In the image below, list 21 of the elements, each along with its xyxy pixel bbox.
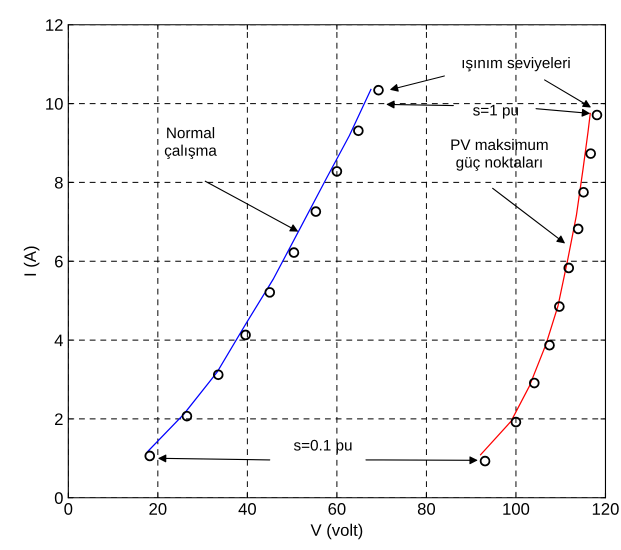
annotation: PV maksimum güç noktaları xyxy=(451,138,548,171)
y-tick-label: 8 xyxy=(54,176,63,189)
y-tick-label: 2 xyxy=(55,413,63,425)
y-axis-title: I (A) xyxy=(24,246,40,276)
x-tick-label: 20 xyxy=(149,503,166,515)
y-tick-label: 4 xyxy=(54,334,63,346)
annotation: ışınım seviyeleri xyxy=(462,57,570,72)
x-tick-label: 0 xyxy=(64,503,72,515)
annotation: s=0.1 pu xyxy=(294,440,352,454)
y-tick-label: 10 xyxy=(46,98,63,110)
x-tick-label: 80 xyxy=(418,503,436,515)
annotation: Normal çalışma xyxy=(164,127,217,159)
annotation: s=1 pu xyxy=(473,104,518,119)
x-tick-label: 40 xyxy=(238,503,256,515)
x-axis-title: V (volt) xyxy=(310,524,362,540)
y-tick-label: 12 xyxy=(46,19,63,31)
y-tick-label: 0 xyxy=(54,492,63,504)
y-tick-label: 6 xyxy=(55,256,63,268)
x-tick-label: 60 xyxy=(328,503,346,515)
x-tick-label: 120 xyxy=(592,503,619,515)
x-tick-label: 100 xyxy=(503,503,530,515)
